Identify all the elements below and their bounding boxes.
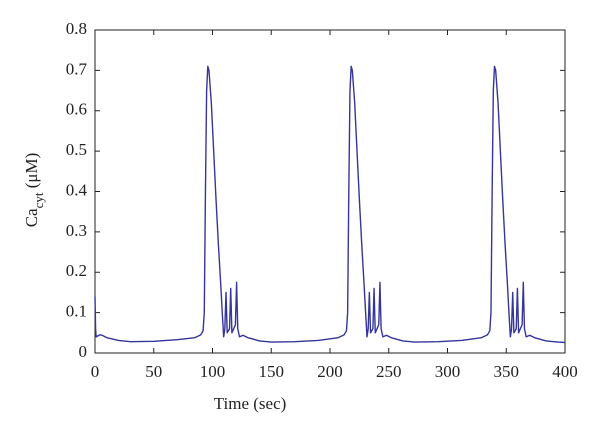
- x-tick-label: 400: [552, 362, 578, 381]
- y-tick-label: 0.7: [66, 59, 88, 78]
- y-label-sub: cyt: [31, 192, 46, 208]
- x-tick-label: 250: [376, 362, 402, 381]
- x-tick-label: 350: [494, 362, 520, 381]
- y-tick-label: 0: [79, 342, 88, 361]
- x-tick-label: 150: [259, 362, 285, 381]
- y-label-unit: (μM): [22, 153, 41, 193]
- data-line: [94, 65, 566, 344]
- y-tick-label: 0.4: [66, 180, 88, 199]
- y-tick-label: 0.3: [66, 221, 87, 240]
- y-label-base: Ca: [22, 208, 41, 227]
- x-tick-label: 300: [435, 362, 461, 381]
- x-tick-label: 200: [317, 362, 343, 381]
- x-axis-label: Time (sec): [214, 394, 287, 413]
- x-tick-label: 0: [91, 362, 100, 381]
- y-tick-label: 0.6: [66, 100, 87, 119]
- x-tick-label: 50: [145, 362, 162, 381]
- y-tick-label: 0.8: [66, 19, 87, 38]
- y-axis-label: Cacyt (μM): [22, 153, 47, 228]
- y-tick-label: 0.5: [66, 140, 87, 159]
- y-tick-label: 0.2: [66, 261, 87, 280]
- y-tick-label: 0.1: [66, 302, 87, 321]
- x-tick-label: 100: [200, 362, 226, 381]
